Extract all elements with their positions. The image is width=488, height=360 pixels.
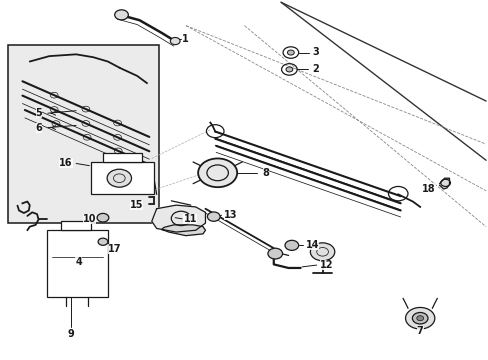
Polygon shape	[439, 178, 448, 189]
Circle shape	[411, 312, 427, 324]
Text: 15: 15	[130, 200, 143, 210]
Text: 13: 13	[224, 210, 237, 220]
Bar	[47, 230, 108, 297]
Circle shape	[198, 158, 237, 187]
Circle shape	[107, 169, 131, 187]
Text: 10: 10	[82, 214, 96, 224]
Text: 16: 16	[59, 158, 73, 168]
Circle shape	[115, 10, 128, 20]
Bar	[8, 45, 159, 223]
Text: 1: 1	[182, 34, 188, 44]
Text: 17: 17	[108, 244, 121, 254]
Text: 5: 5	[36, 108, 42, 118]
Circle shape	[170, 37, 180, 45]
Circle shape	[405, 307, 434, 329]
Bar	[103, 153, 142, 162]
Text: 18: 18	[421, 184, 435, 194]
Text: 14: 14	[305, 240, 318, 250]
Circle shape	[285, 240, 298, 250]
Circle shape	[416, 316, 423, 321]
Circle shape	[97, 213, 109, 222]
Circle shape	[285, 67, 292, 72]
Text: 6: 6	[36, 123, 42, 132]
Text: 8: 8	[262, 168, 269, 178]
Text: 12: 12	[320, 260, 333, 270]
Text: 3: 3	[312, 47, 319, 57]
Circle shape	[267, 248, 282, 259]
Polygon shape	[151, 205, 205, 232]
Polygon shape	[161, 225, 205, 236]
Circle shape	[310, 243, 334, 261]
Circle shape	[98, 238, 108, 246]
Circle shape	[207, 212, 220, 221]
Bar	[91, 162, 154, 194]
Text: 4: 4	[75, 257, 82, 267]
Text: 11: 11	[183, 214, 197, 224]
Text: 9: 9	[68, 329, 75, 339]
Text: 2: 2	[311, 64, 318, 74]
Circle shape	[287, 50, 294, 55]
Bar	[61, 221, 91, 230]
Text: 7: 7	[416, 326, 423, 336]
